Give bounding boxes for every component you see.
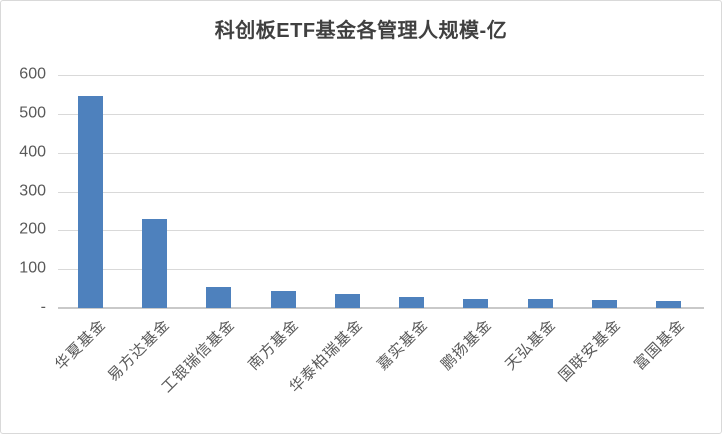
y-axis-tick-label: 400 — [19, 143, 46, 161]
y-axis-tick-label: 300 — [19, 182, 46, 200]
y-gridline — [58, 191, 704, 193]
y-axis-tick-label: - — [40, 298, 46, 316]
bar[interactable] — [592, 299, 618, 308]
bar[interactable] — [656, 301, 682, 308]
bar[interactable] — [77, 96, 103, 308]
x-axis-category-label: 华夏基金 — [52, 316, 110, 374]
y-axis-tick-label: 600 — [19, 65, 46, 83]
y-axis-tick-label: 500 — [19, 104, 46, 122]
bar[interactable] — [270, 290, 296, 308]
y-gridline — [58, 113, 704, 115]
y-gridline — [58, 75, 704, 76]
chart-title: 科创板ETF基金各管理人规模-亿 — [214, 20, 508, 42]
y-gridline — [58, 269, 704, 271]
bar[interactable] — [399, 297, 425, 308]
x-axis-line — [58, 307, 704, 309]
bar[interactable] — [463, 299, 489, 308]
bar[interactable] — [141, 218, 167, 308]
bar[interactable] — [334, 294, 360, 308]
bar[interactable] — [527, 299, 553, 308]
y-gridline — [58, 230, 704, 232]
bar[interactable] — [206, 286, 232, 308]
y-axis-tick-label: 200 — [19, 221, 46, 239]
y-axis-tick-label: 100 — [19, 259, 46, 277]
y-gridline — [58, 152, 704, 154]
